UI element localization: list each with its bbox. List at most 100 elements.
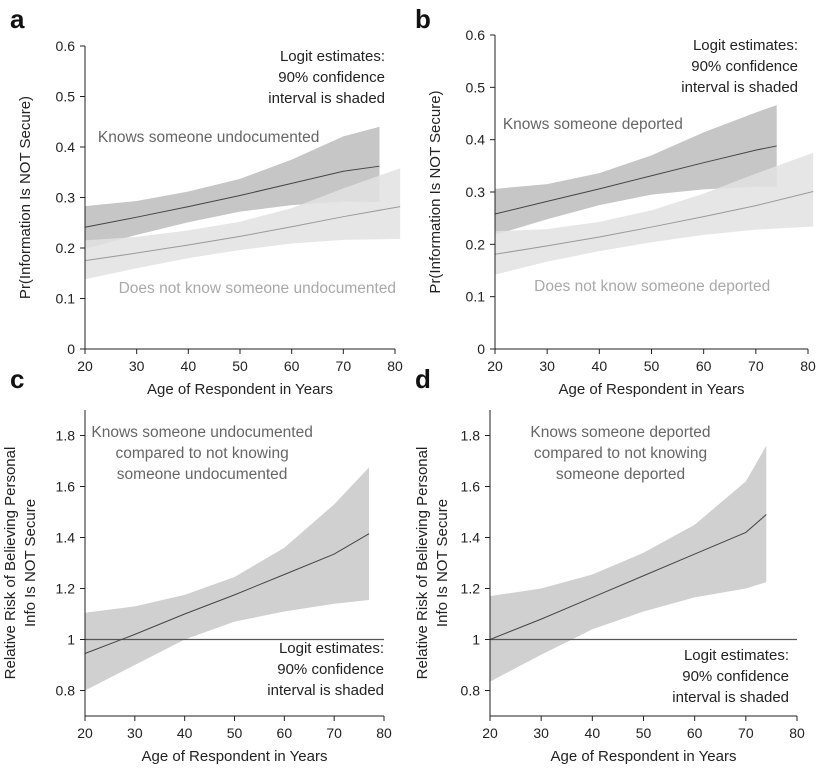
y-tick-label: 0.6: [466, 27, 486, 43]
confidence-band: [85, 467, 370, 691]
y-tick-label: 1.6: [56, 479, 76, 495]
series-label: someone undocumented: [117, 466, 288, 483]
y-tick-label: 0.3: [466, 184, 486, 200]
y-axis-label: Info Is NOT Secure: [22, 499, 39, 627]
series-label: Does not know someone deported: [534, 278, 770, 295]
y-tick-label: 1.8: [56, 428, 76, 444]
estimate-line: [84, 533, 370, 654]
y-tick-label: 1.2: [56, 581, 76, 597]
panel-letter: c: [10, 364, 24, 394]
note-text: Logit estimates:: [280, 48, 385, 65]
x-axis-label: Age of Respondent in Years: [147, 381, 333, 398]
estimate-line: [84, 206, 401, 262]
x-tick-label: 70: [326, 725, 342, 741]
y-tick-label: 0.1: [466, 289, 486, 305]
x-tick-label: 20: [77, 358, 93, 374]
y-tick-label: 1.4: [461, 530, 481, 546]
y-tick-label: 0.3: [56, 190, 76, 206]
y-axis-label: Pr(Information Is NOT Secure): [427, 90, 444, 293]
confidence-band: [85, 168, 401, 280]
estimate-line: [489, 514, 767, 640]
x-tick-label: 30: [129, 358, 145, 374]
x-tick-label: 30: [539, 358, 555, 374]
y-tick-label: 1.2: [461, 581, 481, 597]
y-axis-label: Relative Risk of Believing Personal: [414, 447, 431, 680]
x-tick-label: 70: [748, 358, 764, 374]
note-text: 90% confidence: [691, 58, 798, 75]
x-tick-label: 80: [387, 358, 403, 374]
estimate-line: [84, 165, 380, 228]
estimate-line: [494, 190, 814, 255]
x-axis-label: Age of Respondent in Years: [551, 748, 737, 765]
series-label: Knows someone deported: [530, 424, 710, 441]
x-tick-label: 70: [738, 725, 754, 741]
note-text: interval is shaded: [268, 90, 385, 107]
note-text: Logit estimates:: [279, 640, 384, 657]
y-tick-label: 0.5: [466, 79, 486, 95]
y-tick-label: 0.8: [461, 683, 481, 699]
chart-panel-c: c 0.8 1 1.2 1.4 1.6 1.8 20 30 40 50 60 70 80 Age of Re…: [2, 364, 392, 765]
x-tick-label: 40: [585, 725, 601, 741]
confidence-band: [495, 105, 777, 235]
series-label: Knows someone undocumented: [98, 129, 319, 146]
panel-letter: b: [415, 4, 431, 34]
y-tick-label: 0.8: [56, 683, 76, 699]
note-text: 90% confidence: [682, 668, 789, 685]
series-label: Does not know someone undocumented: [119, 280, 396, 297]
x-axis-label: Age of Respondent in Years: [142, 748, 328, 765]
y-tick-label: 0.4: [56, 139, 76, 155]
x-tick-label: 40: [177, 725, 193, 741]
note-text: interval is shaded: [681, 79, 798, 96]
x-axis-label: Age of Respondent in Years: [559, 381, 745, 398]
y-tick-label: 0.2: [466, 236, 486, 252]
x-tick-label: 30: [533, 725, 549, 741]
note-text: 90% confidence: [278, 69, 385, 86]
panel-letter: a: [10, 4, 25, 34]
y-tick-label: 0: [477, 341, 485, 357]
y-tick-label: 1.6: [461, 479, 481, 495]
y-axis-label: Relative Risk of Believing Personal: [2, 447, 19, 680]
x-tick-label: 50: [227, 725, 243, 741]
x-tick-label: 70: [336, 358, 352, 374]
x-tick-label: 60: [277, 725, 293, 741]
series-label: compared to not knowing: [534, 445, 707, 462]
x-tick-label: 60: [284, 358, 300, 374]
y-tick-label: 0.6: [56, 38, 76, 54]
y-tick-label: 1: [472, 632, 480, 648]
y-tick-label: 0: [67, 341, 75, 357]
x-tick-label: 20: [482, 725, 498, 741]
x-tick-label: 50: [644, 358, 660, 374]
note-text: 90% confidence: [277, 661, 384, 678]
x-tick-label: 60: [696, 358, 712, 374]
y-tick-label: 0.5: [56, 89, 76, 105]
x-tick-label: 60: [687, 725, 703, 741]
x-tick-label: 80: [376, 725, 392, 741]
series-label: Knows someone undocumented: [91, 424, 312, 441]
y-axis-label: Pr(Information Is NOT Secure): [17, 96, 34, 299]
x-tick-label: 30: [127, 725, 143, 741]
series-label: someone deported: [556, 466, 685, 483]
confidence-band: [495, 152, 814, 275]
x-tick-label: 50: [232, 358, 248, 374]
y-tick-label: 1: [67, 632, 75, 648]
note-text: Logit estimates:: [693, 37, 798, 54]
chart-panel-b: b 0 0.1 0.2 0.3 0.4 0.5 0.6 20 30 40 50 60 70 80 Age of…: [415, 4, 816, 398]
x-tick-label: 80: [789, 725, 805, 741]
series-label: compared to not knowing: [116, 445, 289, 462]
y-tick-label: 1.8: [461, 428, 481, 444]
estimate-line: [494, 145, 777, 215]
note-text: interval is shaded: [672, 689, 789, 706]
confidence-band: [85, 126, 380, 250]
x-tick-label: 40: [181, 358, 197, 374]
x-tick-label: 20: [487, 358, 503, 374]
x-tick-label: 80: [800, 358, 816, 374]
panel-letter: d: [415, 364, 431, 394]
series-label: Knows someone deported: [503, 116, 683, 133]
note-text: interval is shaded: [267, 682, 384, 699]
y-tick-label: 0.2: [56, 240, 76, 256]
chart-panel-a: a 0 0.1 0.2 0.3 0.4 0.5 0.6 20 30 40 50 60 70 80 Age of…: [10, 4, 403, 398]
y-tick-label: 1.4: [56, 530, 76, 546]
y-axis-label: Info Is NOT Secure: [434, 499, 451, 627]
x-tick-label: 20: [77, 725, 93, 741]
